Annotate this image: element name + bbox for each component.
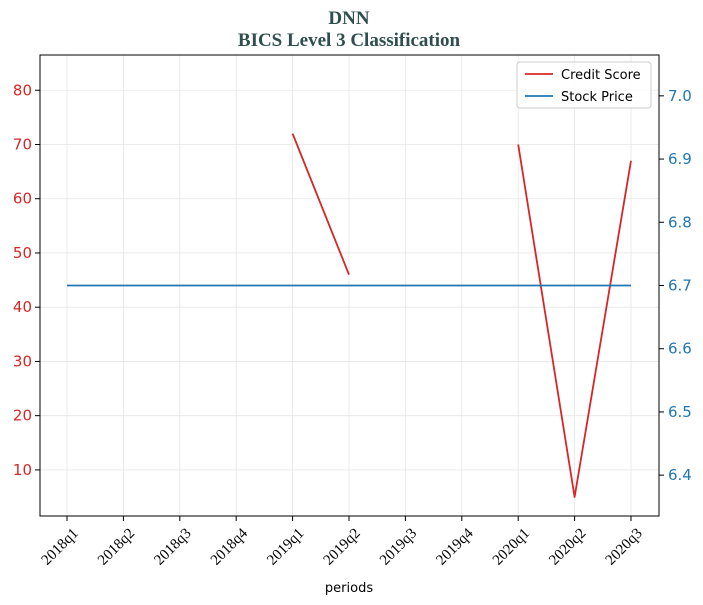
right-tick-label: 6.7 [668,277,692,295]
left-tick-label: 40 [13,298,32,316]
right-tick-label: 6.4 [668,466,692,484]
chart-subtitle: BICS Level 3 Classification [238,30,461,51]
right-axis: 6.4 6.5 6.6 6.7 6.8 6.9 7.0 [659,87,692,484]
series-line-credit-score [291,133,350,275]
x-axis-label: periods [325,581,373,596]
x-tick-label: 2019q1 [264,525,307,568]
x-tick-label: 2018q2 [95,525,138,568]
x-axis: 2018q1 2018q2 2018q3 2018q4 2019q1 2019q2 2019… [39,516,646,569]
right-tick-label: 7.0 [668,87,692,105]
x-tick-label: 2018q3 [151,525,194,568]
right-tick-label: 6.8 [668,213,692,231]
x-tick-label: 2020q1 [490,525,533,568]
legend: Credit Score Stock Price [516,61,652,109]
legend-label: Stock Price [561,90,633,105]
x-tick-label: 2020q3 [603,525,646,568]
left-axis: 10 20 30 40 50 60 70 80 [13,81,40,479]
left-tick-label: 20 [13,407,32,425]
series-lines [67,133,632,498]
left-tick-label: 80 [13,81,32,99]
right-tick-label: 6.5 [668,403,692,421]
right-tick-label: 6.9 [668,150,692,168]
x-tick-label: 2020q2 [546,525,589,568]
left-tick-label: 50 [13,244,32,262]
x-tick-label: 2018q4 [208,525,251,568]
left-tick-label: 70 [13,135,32,153]
series-line-credit-score [517,144,632,498]
x-tick-label: 2019q3 [377,525,420,568]
x-tick-label: 2019q2 [321,525,364,568]
right-tick-label: 6.6 [668,340,692,358]
x-tick-label: 2018q1 [39,525,82,568]
x-tick-label: 2019q4 [433,525,476,568]
left-tick-label: 10 [13,461,32,479]
left-tick-label: 60 [13,190,32,208]
left-tick-label: 30 [13,352,32,370]
chart-title: DNN [328,8,369,29]
legend-label: Credit Score [561,68,641,83]
